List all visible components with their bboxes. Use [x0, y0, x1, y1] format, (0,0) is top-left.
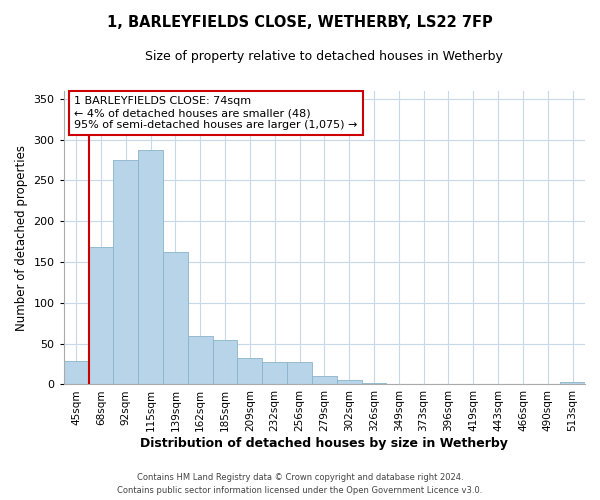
Bar	[212, 340, 238, 384]
Text: 1 BARLEYFIELDS CLOSE: 74sqm
← 4% of detached houses are smaller (48)
95% of semi: 1 BARLEYFIELDS CLOSE: 74sqm ← 4% of deta…	[74, 96, 358, 130]
Bar	[238, 358, 262, 384]
X-axis label: Distribution of detached houses by size in Wetherby: Distribution of detached houses by size …	[140, 437, 508, 450]
Bar	[163, 252, 188, 384]
Bar	[560, 382, 585, 384]
Bar	[362, 383, 386, 384]
Bar	[64, 361, 89, 384]
Bar	[312, 376, 337, 384]
Text: Contains HM Land Registry data © Crown copyright and database right 2024.
Contai: Contains HM Land Registry data © Crown c…	[118, 473, 482, 495]
Bar	[89, 248, 113, 384]
Bar	[262, 362, 287, 384]
Bar	[138, 150, 163, 384]
Bar	[188, 336, 212, 384]
Bar	[337, 380, 362, 384]
Title: Size of property relative to detached houses in Wetherby: Size of property relative to detached ho…	[145, 50, 503, 63]
Bar	[113, 160, 138, 384]
Text: 1, BARLEYFIELDS CLOSE, WETHERBY, LS22 7FP: 1, BARLEYFIELDS CLOSE, WETHERBY, LS22 7F…	[107, 15, 493, 30]
Y-axis label: Number of detached properties: Number of detached properties	[15, 144, 28, 330]
Bar	[287, 362, 312, 384]
